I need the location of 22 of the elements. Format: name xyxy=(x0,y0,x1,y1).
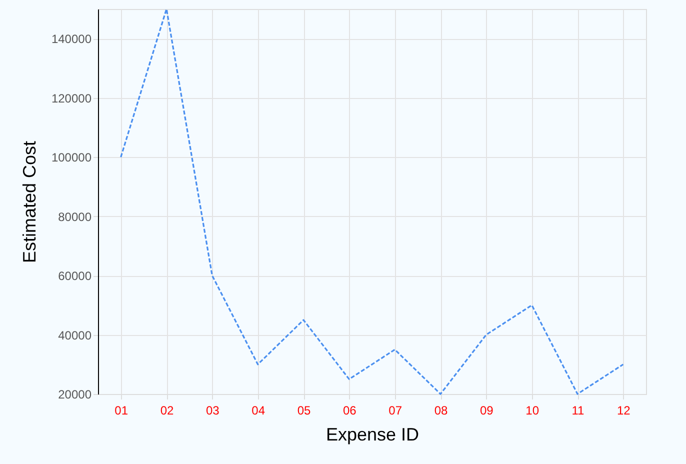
x-tick-label: 07 xyxy=(388,404,402,418)
y-axis-title: Estimated Cost xyxy=(19,140,40,264)
line-series xyxy=(120,8,624,395)
x-tick-label: 03 xyxy=(206,404,220,418)
x-tick-label: 08 xyxy=(434,404,448,418)
y-tick-label: 120000 xyxy=(51,91,92,106)
x-tick-label: 11 xyxy=(572,404,585,418)
y-tick-label: 80000 xyxy=(58,210,92,224)
x-tick-label: 02 xyxy=(160,404,174,418)
x-tick-label: 10 xyxy=(526,404,540,418)
y-tick-label: 40000 xyxy=(58,328,92,342)
x-tick-label: 01 xyxy=(114,404,128,418)
x-tick-label: 09 xyxy=(480,404,494,418)
x-tick-label: 04 xyxy=(252,404,266,418)
y-tick-label: 60000 xyxy=(58,269,92,284)
y-tick-label: 140000 xyxy=(51,32,92,46)
x-tick-label: 06 xyxy=(342,404,357,418)
y-tick-label: 100000 xyxy=(51,150,92,165)
x-tick-label: 05 xyxy=(297,404,311,418)
x-axis-title: Expense ID xyxy=(326,424,420,444)
y-tick-label: 20000 xyxy=(58,388,92,402)
x-tick-label: 12 xyxy=(616,404,631,418)
